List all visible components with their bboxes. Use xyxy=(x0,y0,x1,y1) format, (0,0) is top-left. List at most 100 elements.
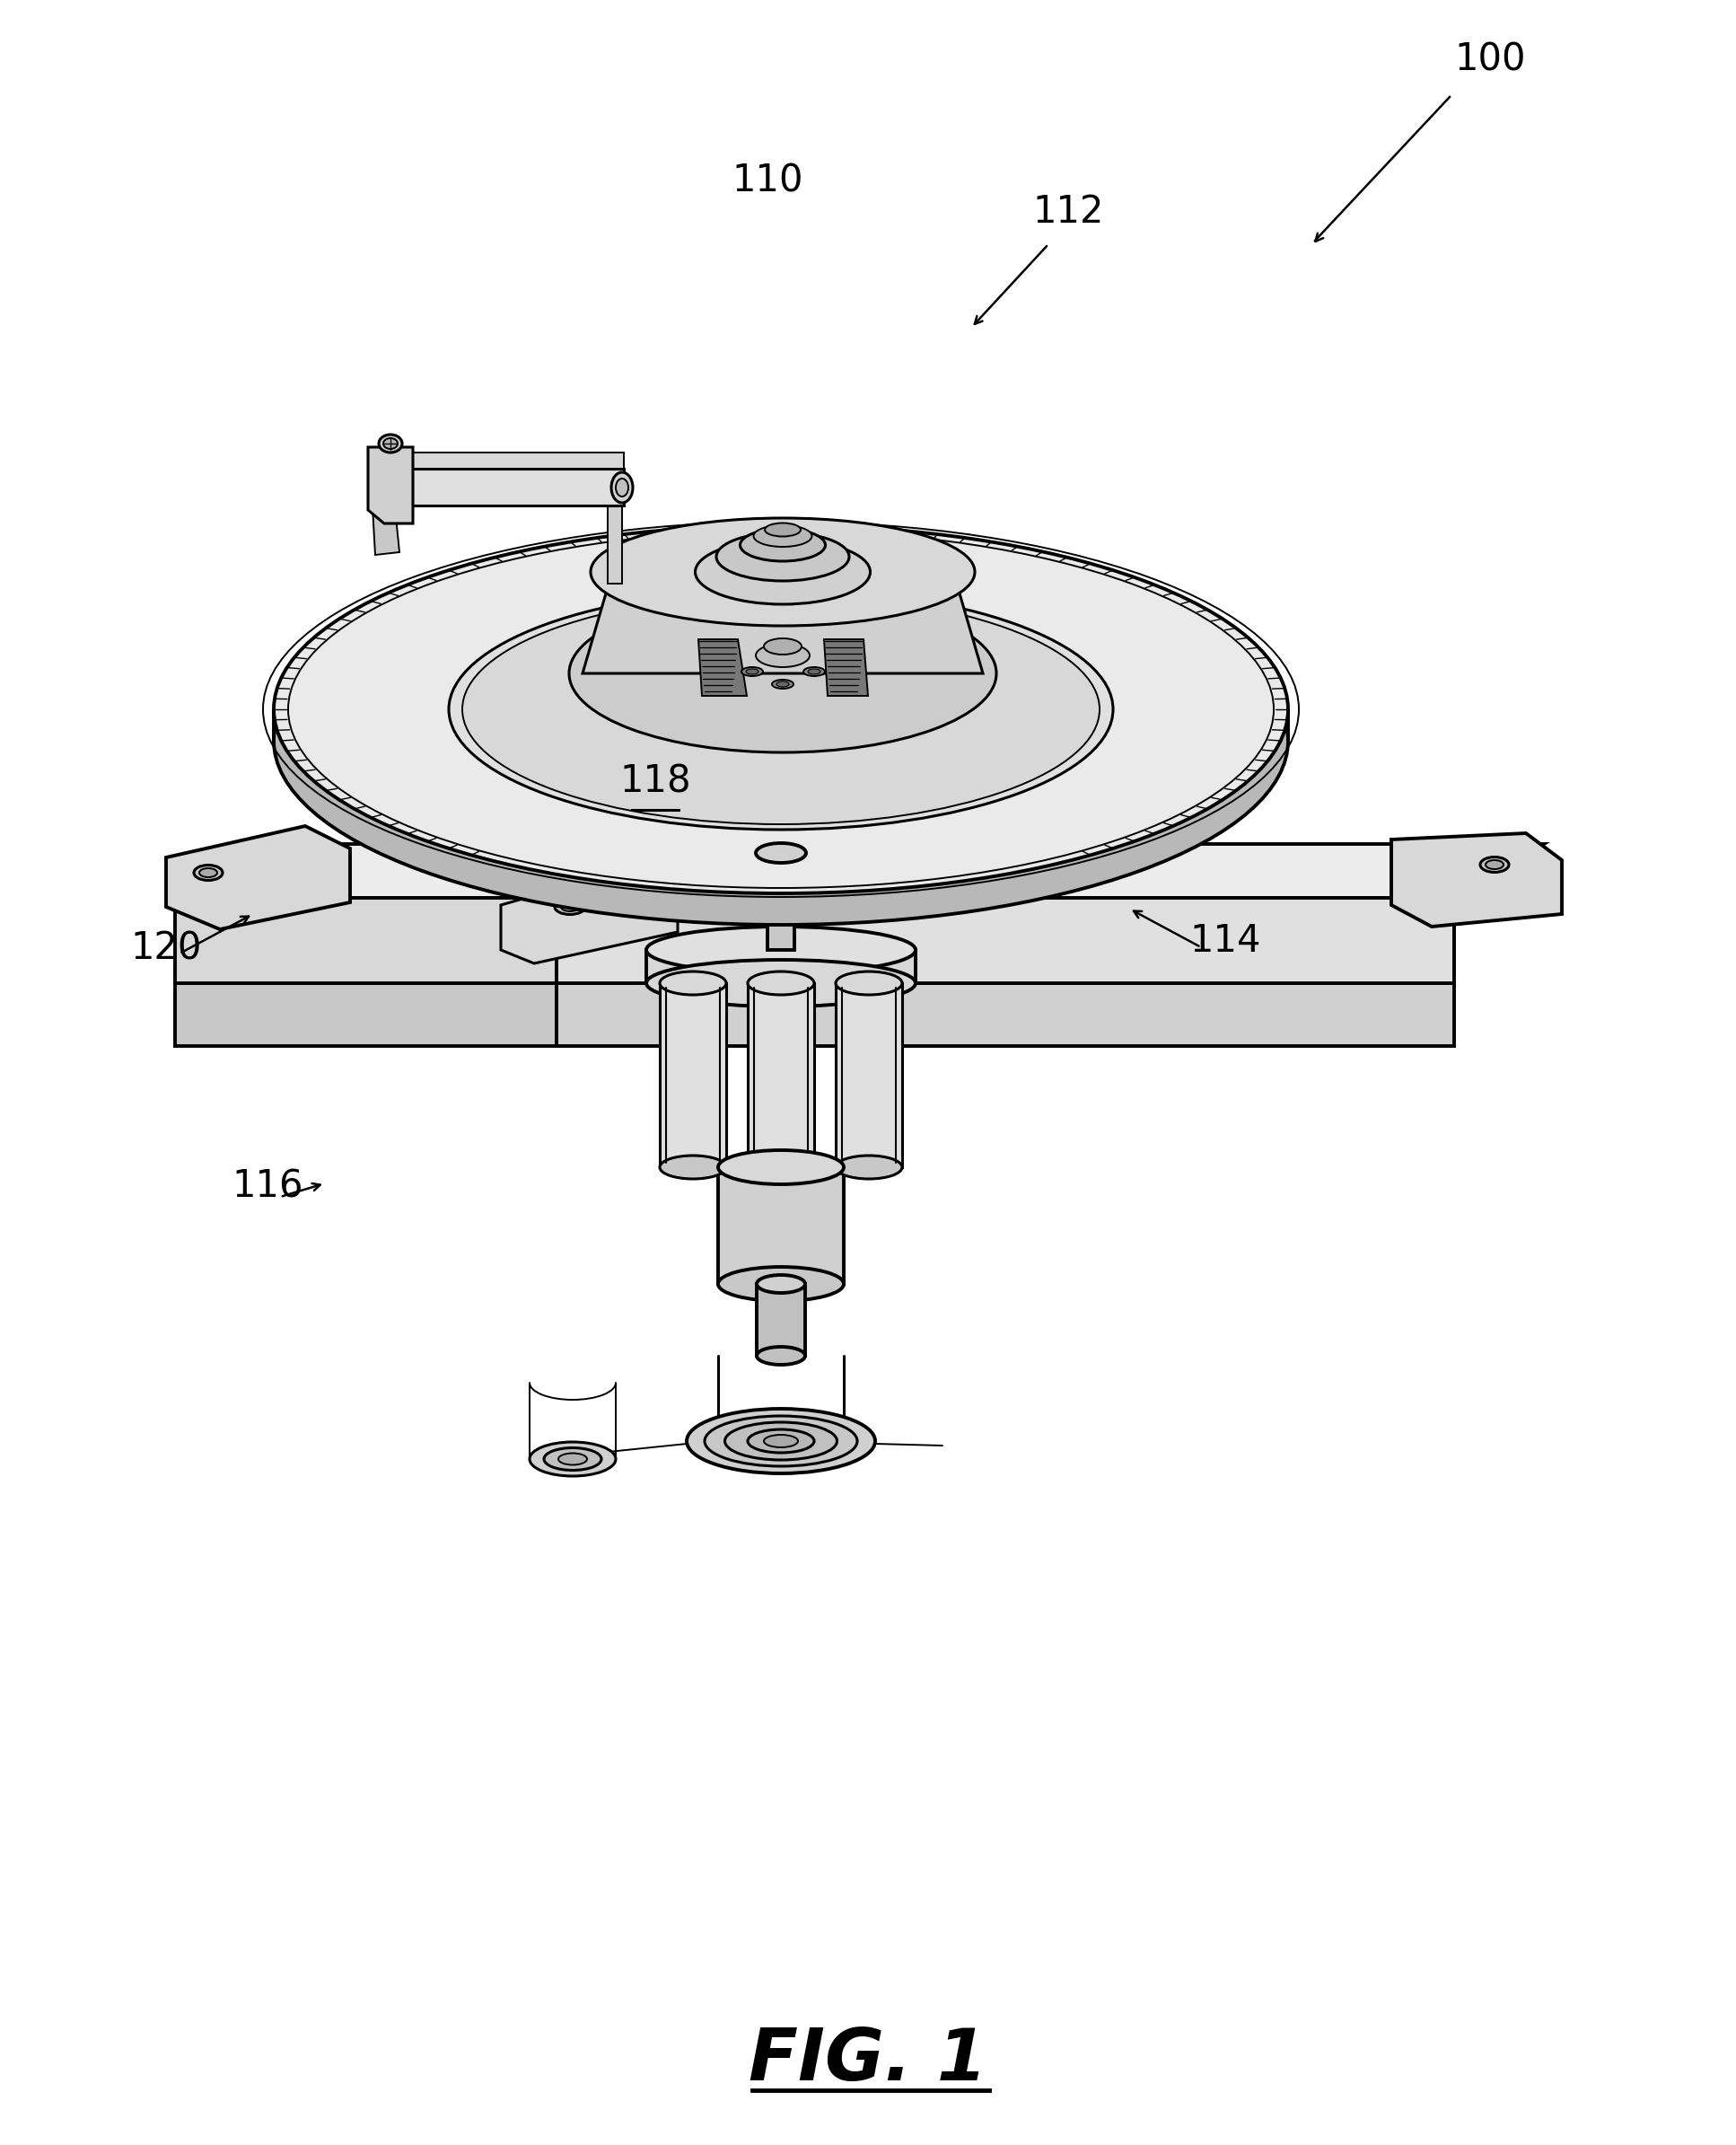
Ellipse shape xyxy=(773,680,793,689)
Ellipse shape xyxy=(274,551,1288,918)
Polygon shape xyxy=(698,639,746,695)
Ellipse shape xyxy=(766,523,800,536)
Polygon shape xyxy=(646,950,915,982)
Polygon shape xyxy=(757,1285,806,1356)
Ellipse shape xyxy=(543,1448,601,1469)
Ellipse shape xyxy=(807,669,821,674)
Ellipse shape xyxy=(611,472,634,502)
Ellipse shape xyxy=(719,1150,844,1184)
Ellipse shape xyxy=(274,532,1288,899)
Ellipse shape xyxy=(274,534,1288,903)
Ellipse shape xyxy=(755,644,809,667)
Ellipse shape xyxy=(561,903,580,912)
Ellipse shape xyxy=(753,526,812,547)
Ellipse shape xyxy=(274,541,1288,907)
Ellipse shape xyxy=(274,538,1288,905)
Ellipse shape xyxy=(274,530,1288,899)
Ellipse shape xyxy=(717,532,849,581)
Ellipse shape xyxy=(274,553,1288,920)
Ellipse shape xyxy=(646,959,915,1006)
Ellipse shape xyxy=(384,438,398,448)
Ellipse shape xyxy=(804,667,825,676)
Polygon shape xyxy=(608,506,621,583)
Ellipse shape xyxy=(694,541,870,605)
Polygon shape xyxy=(835,982,903,1167)
Ellipse shape xyxy=(274,547,1288,916)
Ellipse shape xyxy=(274,545,1288,912)
Text: 110: 110 xyxy=(733,161,804,199)
Ellipse shape xyxy=(616,478,628,495)
Ellipse shape xyxy=(741,667,764,676)
Text: 114: 114 xyxy=(1189,922,1260,959)
Polygon shape xyxy=(1391,832,1562,927)
Polygon shape xyxy=(411,453,623,470)
Ellipse shape xyxy=(274,530,1288,897)
Ellipse shape xyxy=(274,551,1288,920)
Ellipse shape xyxy=(274,553,1288,922)
Ellipse shape xyxy=(646,927,915,974)
Ellipse shape xyxy=(590,519,976,626)
Polygon shape xyxy=(368,446,413,523)
Ellipse shape xyxy=(726,1422,837,1461)
Ellipse shape xyxy=(569,594,996,753)
Ellipse shape xyxy=(835,1156,903,1180)
Polygon shape xyxy=(748,982,814,1167)
Polygon shape xyxy=(767,854,795,950)
Polygon shape xyxy=(175,899,557,982)
Ellipse shape xyxy=(776,682,788,686)
Polygon shape xyxy=(825,639,868,695)
Ellipse shape xyxy=(274,526,1288,892)
Ellipse shape xyxy=(274,528,1288,897)
Ellipse shape xyxy=(764,1435,799,1448)
Ellipse shape xyxy=(274,547,1288,916)
Ellipse shape xyxy=(274,558,1288,924)
Polygon shape xyxy=(167,826,351,929)
Ellipse shape xyxy=(748,1429,814,1452)
Ellipse shape xyxy=(529,1441,616,1476)
Ellipse shape xyxy=(748,1156,814,1180)
Text: 100: 100 xyxy=(1455,41,1526,77)
Ellipse shape xyxy=(748,972,814,995)
Ellipse shape xyxy=(719,1268,844,1302)
Ellipse shape xyxy=(274,536,1288,905)
Polygon shape xyxy=(557,982,1455,1047)
Ellipse shape xyxy=(274,543,1288,912)
Ellipse shape xyxy=(450,590,1113,830)
Polygon shape xyxy=(373,508,399,556)
Ellipse shape xyxy=(274,541,1288,909)
Ellipse shape xyxy=(556,899,585,914)
Ellipse shape xyxy=(559,1452,587,1465)
Ellipse shape xyxy=(274,528,1288,894)
Ellipse shape xyxy=(378,435,403,453)
Ellipse shape xyxy=(705,1416,858,1467)
Ellipse shape xyxy=(764,639,802,654)
Polygon shape xyxy=(583,573,983,674)
Ellipse shape xyxy=(200,869,217,877)
Ellipse shape xyxy=(660,972,726,995)
Ellipse shape xyxy=(274,556,1288,924)
Polygon shape xyxy=(175,843,1543,899)
Ellipse shape xyxy=(740,530,825,562)
Ellipse shape xyxy=(274,543,1288,909)
Text: 120: 120 xyxy=(130,929,201,967)
Polygon shape xyxy=(384,470,623,506)
Ellipse shape xyxy=(274,545,1288,914)
Ellipse shape xyxy=(274,551,1288,920)
Ellipse shape xyxy=(660,1156,726,1180)
Polygon shape xyxy=(175,982,557,1047)
Ellipse shape xyxy=(755,843,806,862)
Polygon shape xyxy=(660,982,726,1167)
Ellipse shape xyxy=(746,669,759,674)
Text: 116: 116 xyxy=(231,1167,304,1205)
Polygon shape xyxy=(719,1167,844,1285)
Polygon shape xyxy=(557,899,1455,982)
Ellipse shape xyxy=(274,549,1288,916)
Ellipse shape xyxy=(1481,858,1509,873)
Ellipse shape xyxy=(274,545,1288,914)
Ellipse shape xyxy=(757,1274,806,1293)
Ellipse shape xyxy=(274,526,1288,894)
Ellipse shape xyxy=(757,1347,806,1364)
Text: 112: 112 xyxy=(1033,193,1104,232)
Ellipse shape xyxy=(274,538,1288,907)
Ellipse shape xyxy=(274,534,1288,901)
